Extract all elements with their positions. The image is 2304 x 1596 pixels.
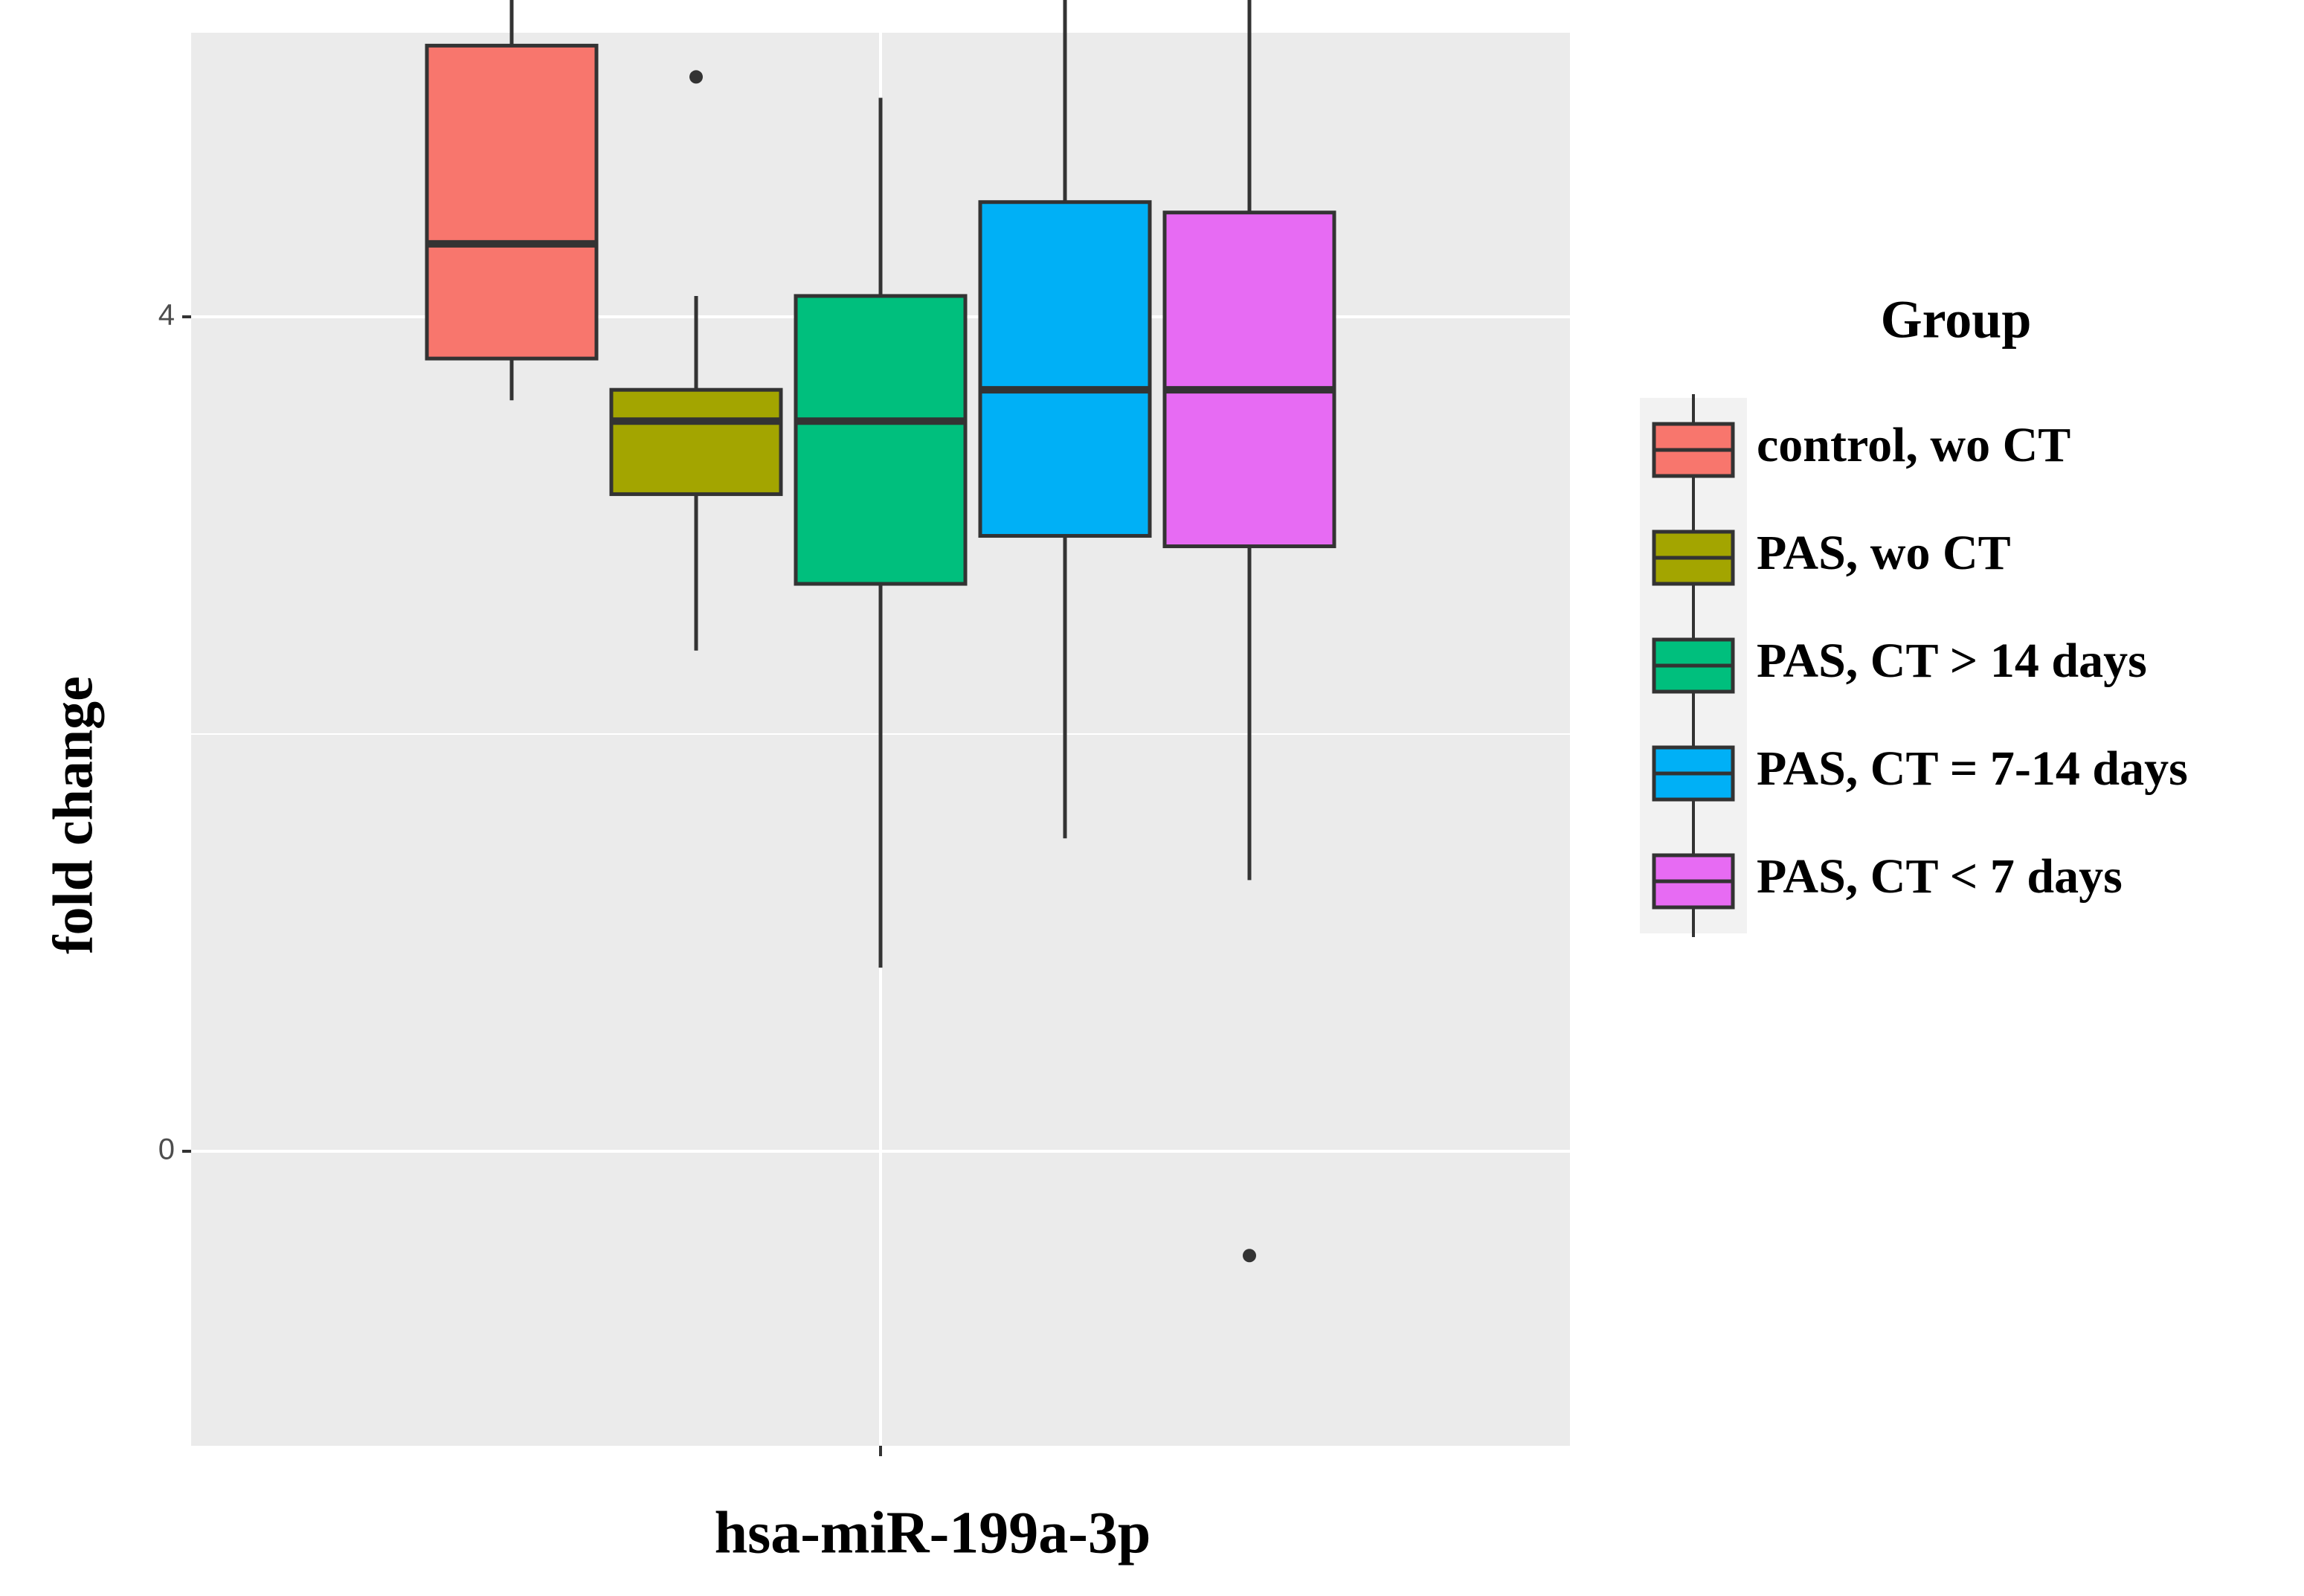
legend-item: PAS, CT < 7 days — [1652, 826, 2123, 937]
legend: Group control, wo CT PAS, wo CT PAS, CT > … — [1640, 290, 2188, 937]
box-group — [425, 0, 599, 401]
legend-item: PAS, wo CT — [1652, 502, 2011, 614]
y-tick-label: 0 — [158, 1133, 175, 1166]
legend-title: Group — [1881, 290, 2032, 350]
box-iqr — [609, 387, 783, 496]
outlier-point — [689, 70, 703, 84]
y-axis-title: fold change — [42, 676, 104, 954]
box-iqr — [794, 294, 968, 586]
legend-items: control, wo CT PAS, wo CT PAS, CT > 14 day… — [1652, 394, 2188, 937]
y-axis: 048 — [158, 299, 191, 1166]
legend-item: control, wo CT — [1652, 394, 2070, 506]
box-group — [609, 70, 783, 651]
x-axis-title: hsa-miR-199a-3p — [715, 1500, 1151, 1566]
outlier-point — [1243, 1249, 1256, 1263]
legend-label: PAS, CT > 14 days — [1757, 634, 2147, 688]
box-group — [978, 0, 1152, 839]
y-tick-label: 4 — [158, 299, 175, 332]
box-iqr — [425, 43, 599, 361]
legend-item: PAS, CT = 7-14 days — [1652, 718, 2188, 829]
legend-label: PAS, CT < 7 days — [1757, 849, 2123, 904]
legend-label: PAS, CT = 7-14 days — [1757, 741, 2188, 796]
box-iqr — [978, 200, 1152, 538]
box-iqr — [1162, 210, 1336, 549]
boxes — [425, 0, 1336, 1263]
legend-label: control, wo CT — [1757, 418, 2070, 472]
box-group — [1162, 0, 1336, 1263]
legend-item: PAS, CT > 14 days — [1652, 610, 2147, 721]
legend-label: PAS, wo CT — [1757, 526, 2011, 580]
box-group — [794, 97, 968, 968]
